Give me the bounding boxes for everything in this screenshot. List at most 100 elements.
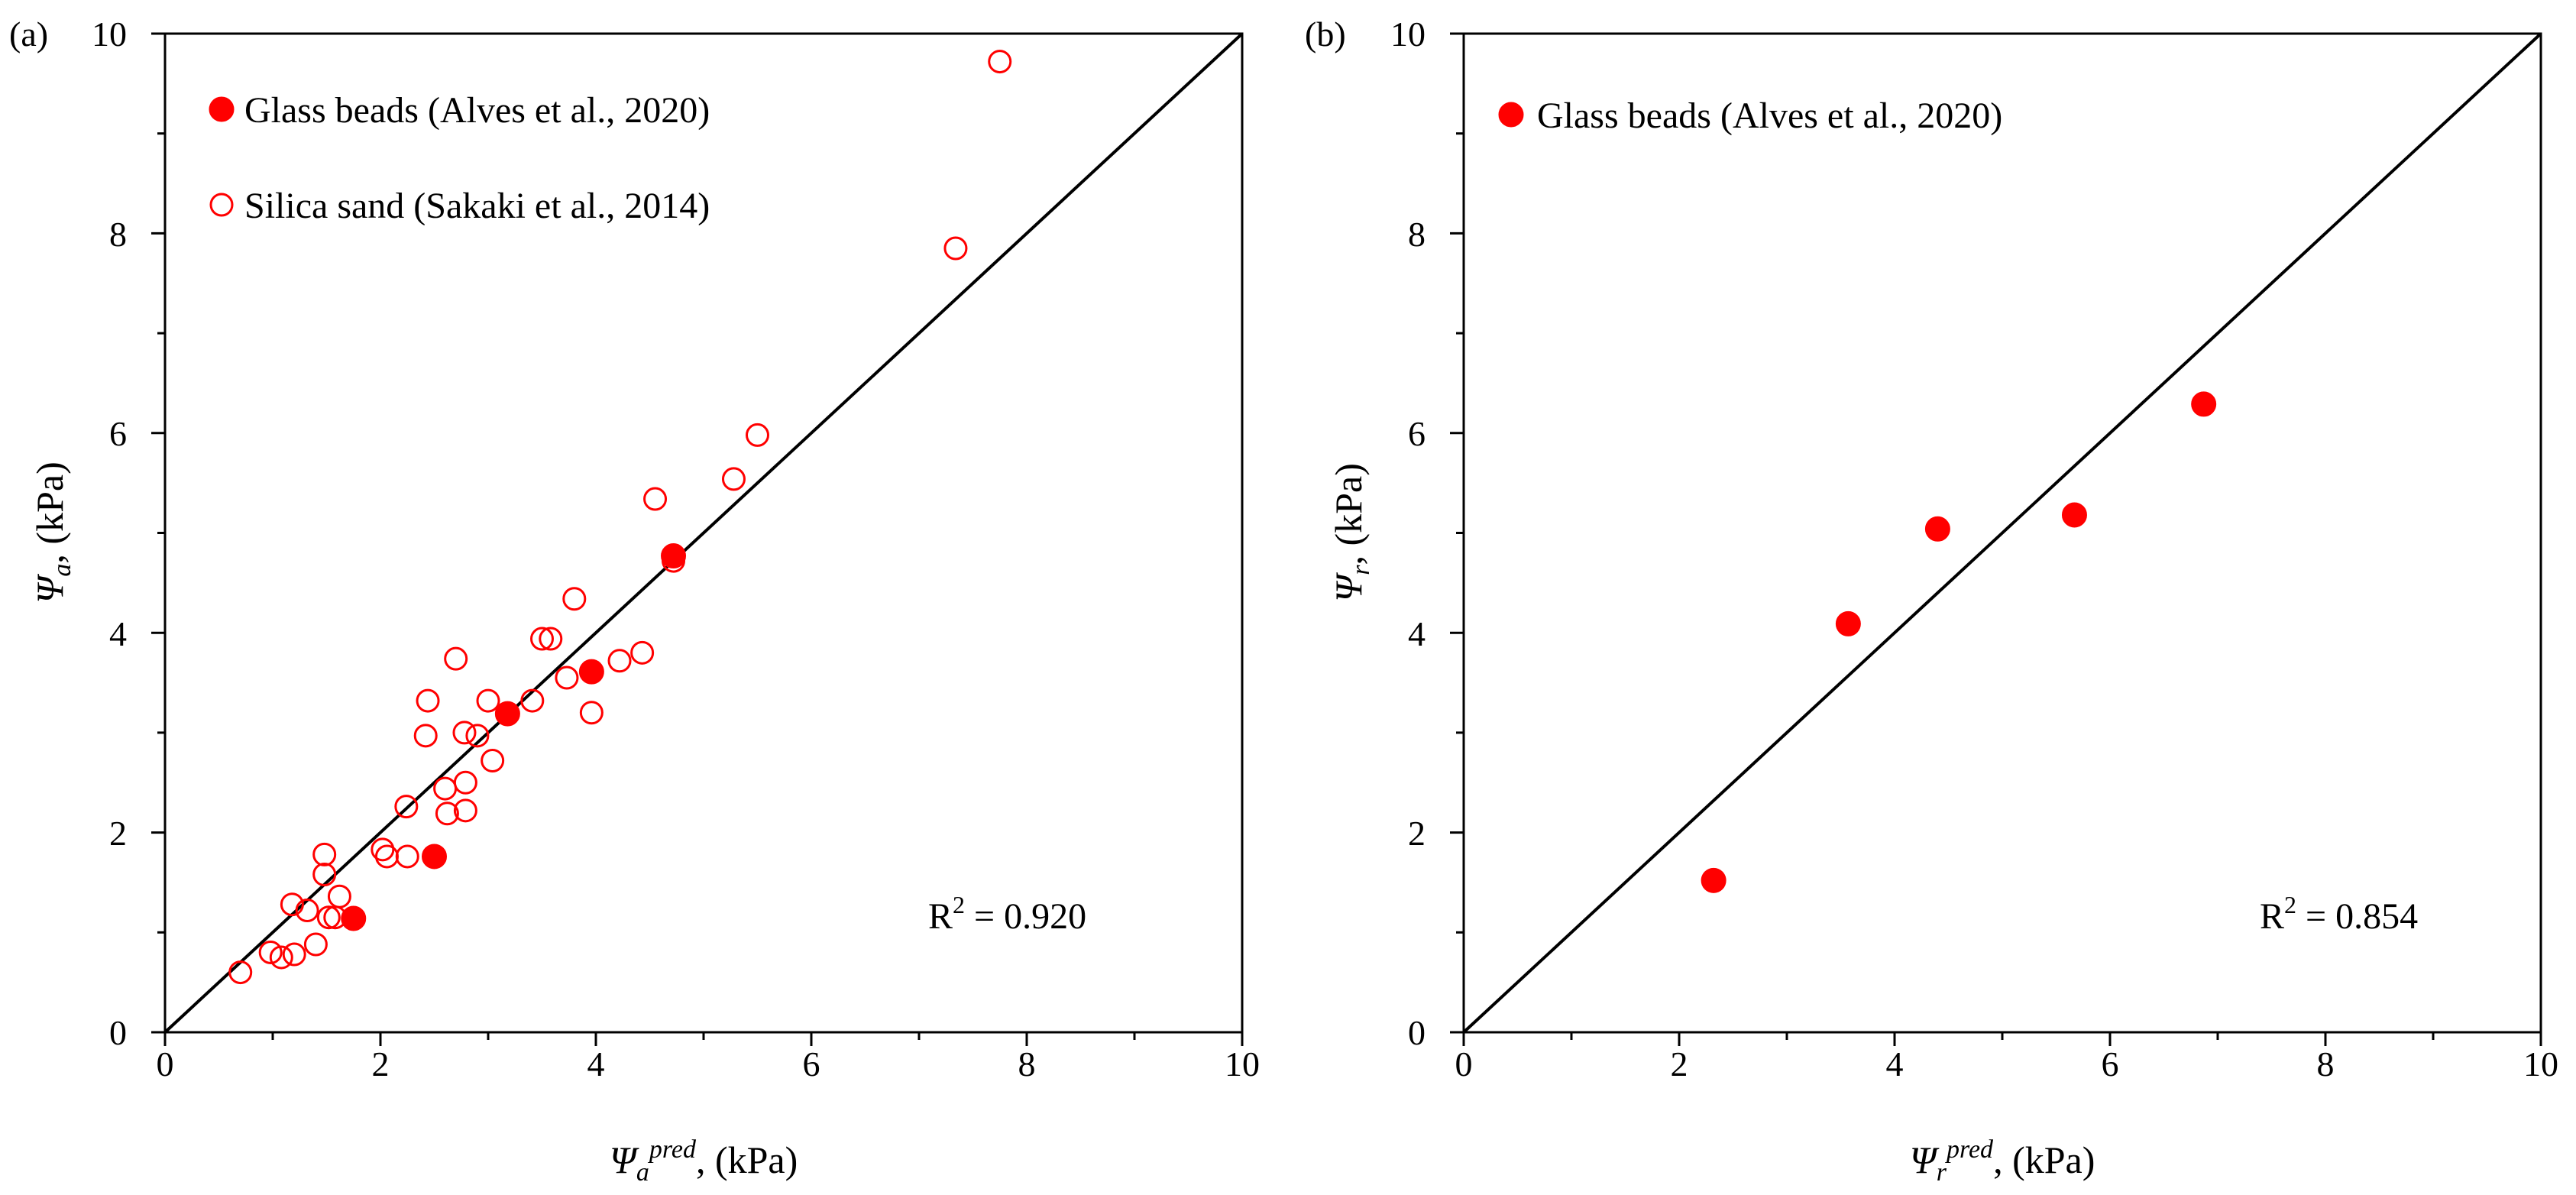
data-point-silica-sand xyxy=(562,587,587,611)
panel-b: (b) 0 2 4 6 8 10 0 2 4 6 8 10 Ψrpred, (k… xyxy=(1305,15,2558,1187)
data-point-silica-sand xyxy=(662,549,686,573)
panel-a-r-squared: R2 = 0.920 xyxy=(928,891,1086,937)
panel-a-x-tick-label: 6 xyxy=(803,1044,820,1083)
data-point-glass-beads xyxy=(578,659,604,685)
panel-b-x-tick-label: 8 xyxy=(2317,1044,2335,1083)
data-point-silica-sand xyxy=(435,802,459,826)
panel-b-data-points xyxy=(1701,391,2217,893)
data-point-glass-beads xyxy=(2061,502,2087,528)
one-to-one-line xyxy=(1462,32,2542,1034)
data-point-silica-sand xyxy=(312,842,337,866)
data-point-silica-sand xyxy=(452,721,477,745)
panel-a-axis-ticks xyxy=(151,32,1244,1046)
data-point-silica-sand xyxy=(295,899,319,923)
data-point-silica-sand xyxy=(579,701,604,725)
panel-a-one-to-one-line xyxy=(163,32,1244,1034)
data-point-silica-sand xyxy=(476,688,500,713)
data-point-silica-sand xyxy=(282,942,306,967)
panel-b-r-squared: R2 = 0.854 xyxy=(2260,891,2418,937)
data-point-glass-beads xyxy=(494,701,520,727)
data-point-silica-sand xyxy=(453,770,477,795)
data-point-silica-sand xyxy=(327,884,351,908)
data-point-silica-sand xyxy=(630,640,655,665)
data-point-silica-sand xyxy=(316,905,341,930)
panel-b-x-tick-label: 0 xyxy=(1455,1044,1473,1083)
legend-label-silica-sand: Silica sand (Sakaki et al., 2014) xyxy=(244,186,710,226)
panel-a-y-tick-label: 8 xyxy=(109,215,127,254)
panel-a-y-tick-label: 2 xyxy=(109,814,127,853)
data-point-silica-sand xyxy=(416,688,440,713)
legend-label-glass-beads: Glass beads (Alves et al., 2020) xyxy=(1537,96,2002,136)
data-point-silica-sand xyxy=(258,940,283,964)
panel-b-y-tick-label: 0 xyxy=(1408,1013,1426,1052)
data-point-silica-sand xyxy=(520,688,545,713)
panel-a-x-axis-title: Ψapred, (kPa) xyxy=(610,1135,798,1187)
one-to-one-line xyxy=(163,32,1244,1034)
data-point-silica-sand xyxy=(746,423,769,447)
data-point-glass-beads xyxy=(341,905,367,931)
panel-b-label: (b) xyxy=(1305,15,1346,53)
panel-b-x-tick-label: 4 xyxy=(1886,1044,1904,1083)
data-point-silica-sand xyxy=(465,724,490,748)
panel-a-y-axis-title: Ψa, (kPa) xyxy=(28,461,76,603)
panel-b-x-tick-label: 2 xyxy=(1671,1044,1688,1083)
data-point-silica-sand xyxy=(988,50,1012,74)
panel-b-y-tick-label: 8 xyxy=(1408,215,1426,254)
panel-b-legend: Glass beads (Alves et al., 2020) xyxy=(1498,96,2002,136)
data-point-silica-sand xyxy=(312,862,337,886)
panel-b-y-tick-label: 10 xyxy=(1390,15,1426,53)
panel-b-y-tick-label: 4 xyxy=(1408,614,1426,653)
data-point-silica-sand xyxy=(228,960,253,985)
data-point-silica-sand xyxy=(555,666,579,690)
panel-a-legend: Glass beads (Alves et al., 2020) Silica … xyxy=(209,90,710,226)
data-point-silica-sand xyxy=(413,724,438,748)
panel-b-y-tick-label: 2 xyxy=(1408,814,1426,853)
panel-a-x-tick-label: 8 xyxy=(1018,1044,1036,1083)
data-point-glass-beads xyxy=(1924,516,1950,542)
data-point-silica-sand xyxy=(721,467,746,491)
panel-b-x-tick-label: 10 xyxy=(2523,1044,2558,1083)
data-point-glass-beads xyxy=(422,844,447,870)
data-point-silica-sand xyxy=(481,748,505,772)
data-point-silica-sand xyxy=(643,487,668,511)
legend-label-glass-beads: Glass beads (Alves et al., 2020) xyxy=(244,90,710,131)
panel-b-y-tick-label: 6 xyxy=(1408,414,1426,453)
panel-a-x-tick-label: 2 xyxy=(372,1044,390,1083)
data-point-glass-beads xyxy=(1835,610,1861,636)
legend-marker-silica-sand xyxy=(209,193,234,217)
panel-a-y-tick-label: 10 xyxy=(92,15,127,53)
panel-b-y-axis-title: Ψr, (kPa) xyxy=(1327,463,1375,602)
data-point-glass-beads xyxy=(1701,867,1727,893)
data-point-silica-sand xyxy=(444,646,468,671)
data-point-silica-sand xyxy=(394,795,419,819)
data-point-silica-sand xyxy=(607,649,632,673)
data-point-silica-sand xyxy=(303,932,328,957)
legend-marker-glass-beads xyxy=(1498,102,1524,128)
panel-b-axis-ticks xyxy=(1450,32,2542,1046)
data-point-silica-sand xyxy=(433,776,458,801)
panel-a-y-tick-label: 6 xyxy=(109,414,127,453)
data-point-silica-sand xyxy=(280,892,304,917)
panel-b-x-tick-label: 6 xyxy=(2102,1044,2119,1083)
panel-a-y-tick-label: 4 xyxy=(109,614,127,653)
data-point-silica-sand xyxy=(943,236,968,261)
panel-a-label: (a) xyxy=(9,15,48,53)
data-point-silica-sand xyxy=(374,844,399,869)
panel-a-x-tick-label: 0 xyxy=(157,1044,174,1083)
legend-marker-glass-beads xyxy=(209,96,235,122)
data-point-silica-sand xyxy=(530,627,554,651)
panel-b-x-axis-title: Ψrpred, (kPa) xyxy=(1910,1135,2095,1187)
panel-a: (a) 0 2 4 6 8 10 0 2 4 6 8 10 Ψapred, (k… xyxy=(9,15,1260,1187)
data-point-silica-sand xyxy=(371,837,395,862)
panel-b-one-to-one-line xyxy=(1462,32,2542,1034)
panel-a-data-points xyxy=(228,50,1012,985)
data-point-silica-sand xyxy=(453,798,477,823)
data-point-silica-sand xyxy=(269,945,293,970)
data-point-glass-beads xyxy=(2191,391,2217,417)
panel-a-x-tick-label: 10 xyxy=(1225,1044,1260,1083)
panel-a-y-tick-label: 0 xyxy=(109,1013,127,1052)
panel-a-x-tick-label: 4 xyxy=(587,1044,605,1083)
data-point-glass-beads xyxy=(661,543,687,569)
data-point-silica-sand xyxy=(395,844,419,869)
